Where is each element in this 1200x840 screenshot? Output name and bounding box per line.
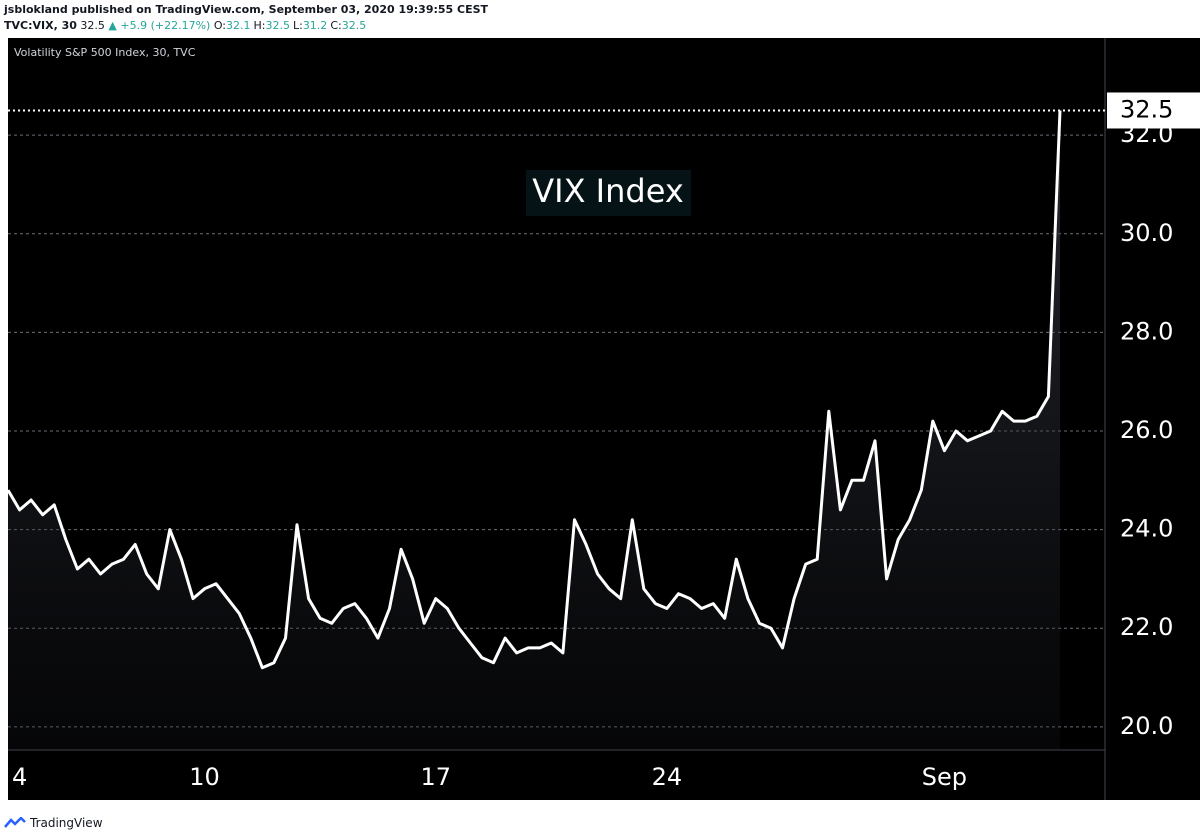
last-price-box: [1107, 92, 1200, 129]
ohlc: O:32.1 H:32.5 L:31.2 C:32.5: [214, 19, 369, 32]
y-tick-label: 28.0: [1120, 317, 1173, 345]
ohlc-label: L:: [292, 19, 303, 32]
x-tick-label: 10: [189, 763, 220, 791]
y-tick-label: 20.0: [1120, 712, 1173, 740]
y-tick-label: 24.0: [1120, 515, 1173, 543]
price-change: ▲ +5.9 (+22.17%): [108, 19, 211, 32]
price-line: [6, 110, 1062, 670]
logo: [4, 817, 26, 828]
annotation: VIX Index: [532, 172, 684, 210]
ohlc-value: 32.5: [265, 19, 290, 32]
symbol: TVC:VIX, 30: [4, 19, 77, 32]
symbol-line: TVC:VIX, 30 32.5 ▲ +5.9 (+22.17%) O:32.1…: [4, 18, 488, 34]
x-tick-label: Sep: [922, 763, 967, 791]
last-price-label: 32.5: [1120, 95, 1173, 123]
publish-line: jsblokland published on TradingView.com,…: [4, 2, 488, 18]
ohlc-value: 31.2: [302, 19, 328, 32]
annotation-box: [526, 170, 691, 216]
publish-text: jsblokland published on TradingView.com,…: [4, 3, 489, 16]
x-tick-label: 17: [420, 763, 451, 791]
last-price: 32.5: [80, 19, 105, 32]
footer: TradingView: [4, 816, 103, 830]
x-tick-label: 4: [12, 763, 27, 791]
chart-title: Volatility S&P 500 Index, 30, TVC: [14, 46, 196, 59]
brand: TradingView: [30, 816, 103, 830]
y-tick-label: 26.0: [1120, 416, 1173, 444]
header: jsblokland published on TradingView.com,…: [4, 2, 488, 34]
x-tick-label: 24: [652, 763, 683, 791]
y-tick-label: 22.0: [1120, 613, 1173, 641]
ohlc-value: 32.1: [225, 19, 251, 32]
ohlc-label: O:: [213, 19, 226, 32]
ohlc-label: C:: [330, 19, 342, 32]
y-tick-label: 30.0: [1120, 219, 1173, 247]
ohlc-value: 32.5: [341, 19, 367, 32]
ohlc-label: H:: [253, 19, 266, 32]
